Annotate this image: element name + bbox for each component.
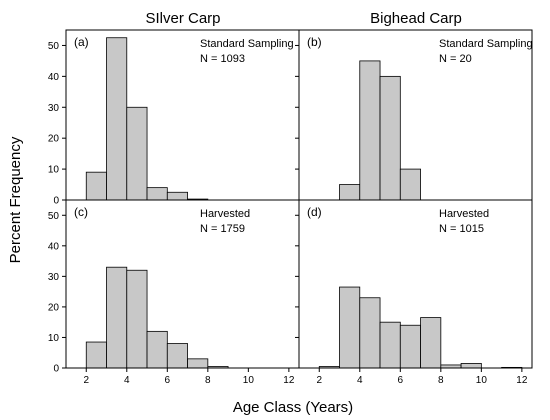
sampling-label: Harvested	[439, 208, 489, 220]
sample-size-label: N = 1093	[200, 53, 245, 65]
x-tick-label: 4	[357, 375, 363, 386]
bar	[187, 358, 209, 369]
panel-label: (c)	[74, 205, 88, 219]
x-tick-label: 2	[83, 375, 89, 386]
panel-frame	[298, 199, 533, 369]
y-tick-label: 10	[48, 165, 60, 176]
bar	[420, 317, 442, 369]
panel-3: 2 4 6 8 10 12 (d) Harvested N = 1015	[295, 199, 533, 386]
y-tick-label: 40	[48, 72, 60, 83]
y-tick-label: 30	[48, 103, 60, 114]
x-tick-label: 8	[438, 375, 444, 386]
bar	[399, 168, 421, 201]
sampling-label: Harvested	[200, 208, 250, 220]
y-tick-label: 20	[48, 302, 60, 313]
bar	[126, 269, 148, 369]
bar	[85, 341, 107, 369]
sample-size-label: N = 1759	[200, 223, 245, 235]
bar	[166, 191, 188, 201]
sampling-label: Standard Sampling	[439, 38, 533, 50]
bar	[359, 60, 381, 201]
y-tick-label: 10	[48, 333, 60, 344]
bar	[166, 343, 188, 369]
sampling-label: Standard Sampling	[200, 38, 294, 50]
y-tick-label: 50	[48, 41, 60, 52]
x-tick-label: 4	[124, 375, 130, 386]
bar	[146, 330, 168, 369]
y-tick-label: 0	[53, 364, 59, 375]
bar	[85, 171, 107, 201]
sample-size-label: N = 20	[439, 53, 472, 65]
panel-0: 0 10 20 30 40 50 (a) Standard Sampling N = 1093	[48, 29, 300, 207]
y-tick-label: 40	[48, 241, 60, 252]
panel-label: (a)	[74, 35, 89, 49]
x-axis-label: Age Class (Years)	[233, 399, 353, 416]
panel-2: 0 10 20 30 40 50 2 4 6 8 10 12 (c) Harvested N = 1759	[48, 199, 300, 386]
x-tick-label: 6	[165, 375, 171, 386]
bar	[379, 321, 401, 369]
bar	[339, 286, 361, 369]
y-axis-label: Percent Frequency	[7, 136, 24, 263]
x-tick-label: 10	[476, 375, 488, 386]
x-tick-label: 8	[205, 375, 211, 386]
y-tick-label: 0	[53, 196, 59, 207]
y-tick-label: 20	[48, 134, 60, 145]
x-tick-label: 6	[398, 375, 404, 386]
sample-size-label: N = 1015	[439, 223, 484, 235]
bar	[399, 324, 421, 369]
bar	[460, 363, 482, 369]
bar	[339, 184, 361, 201]
bar	[106, 266, 128, 369]
bar	[379, 75, 401, 201]
y-tick-label: 50	[48, 211, 60, 222]
bar	[106, 37, 128, 201]
panel-label: (d)	[307, 205, 322, 219]
column-title-left: SIlver Carp	[145, 10, 220, 27]
bar	[126, 106, 148, 201]
x-tick-label: 10	[243, 375, 255, 386]
x-tick-label: 12	[516, 375, 528, 386]
column-title-right: Bighead Carp	[370, 10, 462, 27]
bar	[359, 297, 381, 369]
panel-1: (b) Standard Sampling N = 20	[295, 29, 533, 201]
x-tick-label: 2	[316, 375, 322, 386]
bar	[146, 187, 168, 201]
x-tick-label: 12	[283, 375, 295, 386]
y-tick-label: 30	[48, 272, 60, 283]
panel-label: (b)	[307, 35, 322, 49]
